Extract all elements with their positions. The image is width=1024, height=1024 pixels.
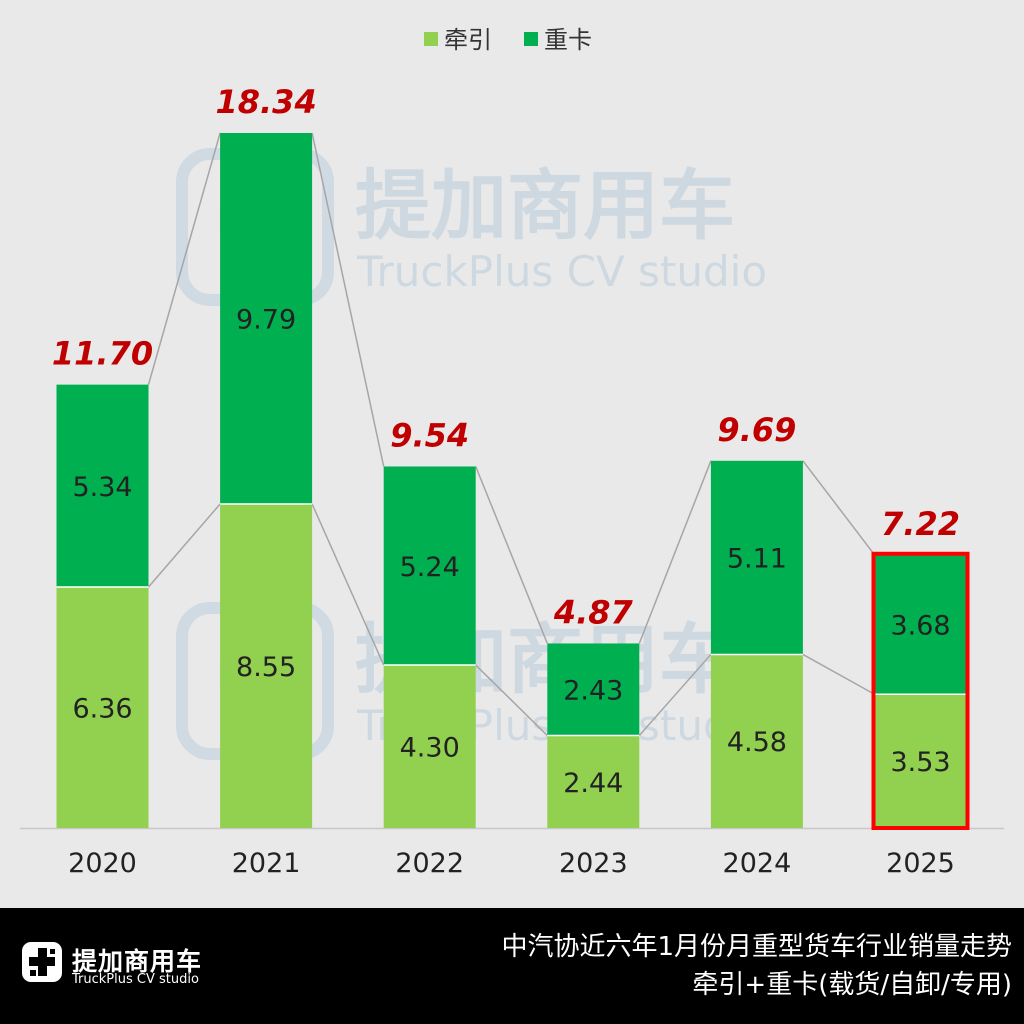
data-label-qianyin-2020: 6.36 [72,693,132,724]
highlight-frame-2025 [871,551,970,830]
data-label-zhongka-2020: 5.34 [72,472,132,503]
bar-qianyin-2022 [383,665,476,828]
x-tick-label-2025: 2025 [886,848,955,879]
labels: 6.36 5.34 11.70 2020 8.55 9.79 18.34 2021 4.30 5.… [52,83,960,879]
brand-name: 提加商用车 [72,947,203,976]
bar-qianyin-2024 [710,654,803,828]
bar-zhongka-2022 [383,466,476,666]
connector-top [638,460,712,644]
caption-line-2: 牵引+重卡(载货/自卸/专用) [692,970,1012,1000]
x-tick-label-2022: 2022 [395,848,464,879]
chart-caption: 中汽协近六年1月份月重型货车行业销量走势 牵引+重卡(载货/自卸/专用) [501,928,1012,1004]
total-label-2025: 7.22 [881,505,960,543]
connector-top [311,132,385,467]
brand-logo: 提加商用车 TruckPlus CV studio [20,940,201,992]
legend: 牵引 重卡 [424,26,592,54]
connector-mid [475,664,548,737]
connector-top [475,466,548,644]
connector-top [802,460,876,556]
legend-label-qianyin: 牵引 [444,26,492,54]
data-label-qianyin-2025: 3.53 [890,747,950,778]
truckplus-logo-icon [22,942,62,982]
bar-zhongka-2024 [710,460,803,655]
data-label-qianyin-2024: 4.58 [727,727,787,758]
footer-bar: 提加商用车 TruckPlus CV studio 中汽协近六年1月份月重型货车… [0,908,1024,1024]
bar-zhongka-2020 [56,384,149,587]
legend-label-zhongka: 重卡 [544,26,592,54]
connector-mid [311,503,385,666]
connector-lines [147,132,876,737]
data-label-zhongka-2021: 9.79 [236,304,296,335]
data-label-zhongka-2024: 5.11 [727,544,787,575]
total-label-2024: 9.69 [717,411,796,449]
total-label-2022: 9.54 [390,416,469,454]
brand-subtitle: TruckPlus CV studio [72,972,199,987]
x-tick-label-2024: 2024 [723,848,792,879]
connector-mid [147,503,221,588]
watermark-name: 提加商用车 [355,161,735,250]
connector-mid [802,653,875,695]
bar-zhongka-2025 [874,554,967,695]
legend-swatch-zhongka [524,32,538,46]
x-tick-label-2023: 2023 [559,848,628,879]
caption-line-1: 中汽协近六年1月份月重型货车行业销量走势 [501,932,1012,962]
bar-zhongka-2021 [220,133,313,504]
x-tick-label-2020: 2020 [68,848,137,879]
bar-qianyin-2020 [56,586,149,828]
x-tick-label-2021: 2021 [232,848,301,879]
legend-swatch-qianyin [424,32,438,46]
data-label-qianyin-2023: 2.44 [563,768,623,799]
connector-mid [638,653,712,737]
watermark-sub: TruckPlus CV studio [356,247,767,296]
bar-qianyin-2023 [547,735,640,828]
total-label-2021: 18.34 [215,83,316,121]
data-label-zhongka-2022: 5.24 [400,552,460,583]
bar-qianyin-2025 [874,694,967,828]
total-label-2023: 4.87 [553,593,634,631]
data-label-zhongka-2025: 3.68 [890,611,950,642]
bars [20,133,1004,830]
bar-zhongka-2023 [547,643,640,736]
bar-qianyin-2021 [220,503,313,828]
data-label-qianyin-2021: 8.55 [236,652,296,683]
total-label-2020: 11.70 [52,335,153,373]
connector-top [147,132,221,385]
data-label-zhongka-2023: 2.43 [563,675,623,706]
data-label-qianyin-2022: 4.30 [400,733,460,764]
